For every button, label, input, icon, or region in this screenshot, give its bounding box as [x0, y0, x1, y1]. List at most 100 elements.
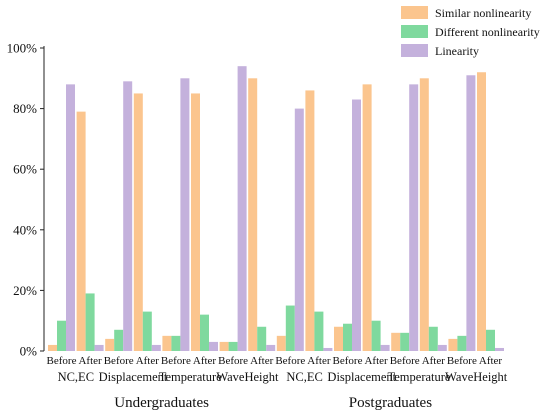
- y-tick-label: 80%: [13, 101, 37, 116]
- legend-label: Linearity: [435, 44, 479, 58]
- y-tick-label: 40%: [13, 222, 37, 237]
- phase-label-before: Before: [218, 355, 248, 367]
- bar-linearity: [209, 341, 218, 351]
- bar-similar-nonlinearity: [248, 78, 258, 352]
- bar-linearity: [380, 344, 390, 351]
- bar-different-nonlinearity: [486, 329, 495, 351]
- legend: Similar nonlinearity Different nonlineari…: [401, 6, 540, 58]
- legend-item-similar-nonlinearity: Similar nonlinearity: [401, 6, 531, 20]
- bar-linearity: [437, 344, 447, 351]
- bar-group-postgraduates-waveheight-after: [477, 72, 504, 352]
- bar-linearity: [323, 347, 333, 351]
- bar-linearity: [180, 78, 190, 352]
- bar-different-nonlinearity: [314, 311, 324, 351]
- bar-group-postgraduates-nc-ec-after: [305, 90, 333, 352]
- bar-similar-nonlinearity: [276, 335, 286, 351]
- task-label-displacement: Displacement: [99, 370, 168, 384]
- bar-similar-nonlinearity: [419, 78, 429, 352]
- phase-label-after: After: [78, 355, 102, 367]
- y-tick-label: 100%: [7, 41, 38, 56]
- y-axis-ticks: 0% 20% 40% 60% 80% 100%: [7, 41, 44, 359]
- legend-swatch: [401, 44, 428, 57]
- bar-group-postgraduates-displacement-before: [334, 99, 361, 351]
- bar-group-undergraduates-temperature-before: [162, 78, 190, 352]
- phase-label-after: After: [307, 355, 331, 367]
- bar-linearity: [409, 84, 419, 352]
- bar-group-undergraduates-displacement-after: [133, 93, 161, 351]
- task-label-waveheight: WaveHeight: [216, 370, 279, 384]
- bar-different-nonlinearity: [228, 341, 238, 351]
- bar-similar-nonlinearity: [305, 90, 315, 352]
- y-tick-label: 0%: [20, 344, 38, 359]
- phase-label-before: Before: [390, 355, 420, 367]
- bar-similar-nonlinearity: [76, 111, 86, 351]
- bar-different-nonlinearity: [57, 320, 66, 351]
- bar-group-undergraduates-displacement-before: [105, 81, 133, 351]
- bar-group-undergraduates-waveheight-before: [219, 66, 247, 352]
- bar-group-postgraduates-temperature-before: [391, 84, 419, 352]
- bar-group-postgraduates-displacement-after: [362, 84, 390, 352]
- phase-label-after: After: [136, 355, 160, 367]
- group-label-postgraduates: Postgraduates: [349, 395, 432, 411]
- bar-different-nonlinearity: [457, 335, 467, 351]
- phase-label-before: Before: [47, 355, 77, 367]
- bar-similar-nonlinearity: [362, 84, 372, 352]
- bar-different-nonlinearity: [285, 305, 295, 351]
- bar-different-nonlinearity: [428, 326, 438, 351]
- bar-linearity: [294, 108, 304, 351]
- phase-label-after: After: [364, 355, 388, 367]
- task-label-nc-ec: NC,EC: [58, 370, 94, 384]
- legend-swatch: [401, 6, 428, 19]
- phase-label-before: Before: [161, 355, 191, 367]
- bar-linearity: [151, 344, 161, 351]
- task-label-temperature: Temperature: [159, 370, 222, 384]
- bar-similar-nonlinearity: [448, 338, 458, 351]
- bar-different-nonlinearity: [257, 326, 267, 351]
- bar-linearity: [495, 347, 504, 351]
- bar-group-postgraduates-nc-ec-before: [276, 108, 304, 351]
- bar-different-nonlinearity: [371, 320, 381, 351]
- bar-linearity: [66, 84, 75, 352]
- bar-different-nonlinearity: [171, 335, 181, 351]
- bar-similar-nonlinearity: [133, 93, 143, 351]
- bar-group-postgraduates-temperature-after: [419, 78, 447, 352]
- phase-label-before: Before: [275, 355, 305, 367]
- legend-label: Similar nonlinearity: [435, 6, 531, 20]
- bar-similar-nonlinearity: [219, 341, 229, 351]
- phase-label-after: After: [193, 355, 217, 367]
- plot-area: [48, 66, 504, 352]
- bar-different-nonlinearity: [400, 332, 410, 351]
- y-tick-label: 60%: [13, 162, 37, 177]
- legend-item-different-nonlinearity: Different nonlinearity: [401, 25, 540, 39]
- bar-different-nonlinearity: [114, 329, 124, 351]
- phase-label-after: After: [250, 355, 274, 367]
- bar-different-nonlinearity: [142, 311, 152, 351]
- task-label-nc-ec: NC,EC: [286, 370, 322, 384]
- bar-similar-nonlinearity: [334, 326, 343, 351]
- bar-similar-nonlinearity: [191, 93, 200, 351]
- bar-different-nonlinearity: [85, 293, 95, 351]
- bar-group-undergraduates-nc-ec-after: [76, 111, 104, 351]
- phase-label-after: After: [422, 355, 446, 367]
- bar-different-nonlinearity: [343, 323, 352, 351]
- phase-label-before: Before: [104, 355, 134, 367]
- bar-similar-nonlinearity: [162, 335, 172, 351]
- bar-linearity: [123, 81, 133, 351]
- legend-label: Different nonlinearity: [435, 25, 540, 39]
- bar-linearity: [466, 75, 476, 352]
- bar-different-nonlinearity: [200, 314, 209, 351]
- group-label-undergraduates: Undergraduates: [114, 395, 209, 411]
- bar-similar-nonlinearity: [391, 332, 401, 351]
- task-label-waveheight: WaveHeight: [445, 370, 508, 384]
- bar-linearity: [266, 344, 276, 351]
- bar-similar-nonlinearity: [105, 338, 115, 351]
- phase-label-before: Before: [447, 355, 477, 367]
- bar-group-postgraduates-waveheight-before: [448, 75, 476, 352]
- bar-similar-nonlinearity: [477, 72, 486, 352]
- bar-similar-nonlinearity: [48, 344, 57, 351]
- phase-label-after: After: [479, 355, 503, 367]
- bar-group-undergraduates-waveheight-after: [248, 78, 276, 352]
- y-tick-label: 20%: [13, 283, 37, 298]
- bar-linearity: [352, 99, 361, 351]
